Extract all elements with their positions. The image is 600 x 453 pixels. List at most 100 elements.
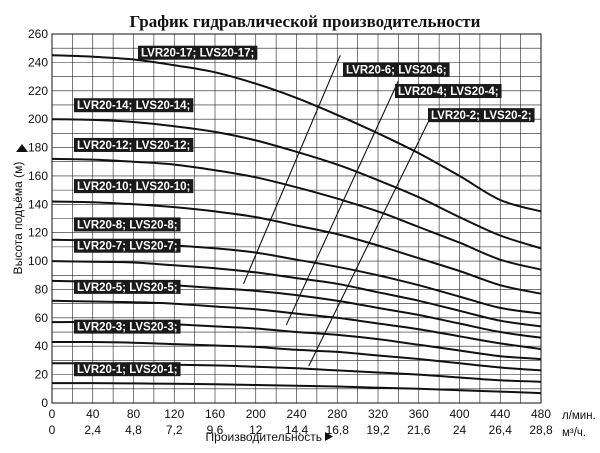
- x2-tick-label: 26,4: [489, 423, 513, 437]
- y-tick-label: 260: [28, 27, 48, 41]
- series-curve: [51, 299, 542, 351]
- series-label-bg: [74, 98, 194, 113]
- x2-tick-label: 14,4: [285, 423, 309, 437]
- x2-axis-unit: м³/ч.: [562, 427, 586, 439]
- series-label-text: LVR20-12; LVS20-12;: [77, 140, 190, 152]
- series-curve: [51, 260, 542, 328]
- y-tick-label: 100: [28, 254, 48, 268]
- y-tick-label: 220: [28, 84, 48, 98]
- series-label: LVR20-1; LVS20-1;: [74, 362, 181, 377]
- y-tick-label: 160: [28, 169, 48, 183]
- series-label-text: LVR20-5; LVS20-5;: [77, 282, 178, 294]
- series-label: LVR20-5; LVS20-5;: [74, 279, 181, 294]
- series-label-text: LVR20-1; LVS20-1;: [77, 364, 178, 376]
- x2-tick-label: 21,6: [407, 423, 431, 437]
- plot-frame: [51, 33, 542, 404]
- x-tick-label: 360: [409, 407, 429, 421]
- x2-tick-label: 0: [49, 423, 56, 437]
- series-label-text: LVR20-14; LVS20-14;: [77, 100, 190, 112]
- x2-tick-label: 2,4: [84, 423, 101, 437]
- series-label-bg: [74, 238, 181, 253]
- x-tick-label: 480: [531, 407, 551, 421]
- x2-tick-label: 4,8: [125, 423, 142, 437]
- series-label-bg: [343, 62, 450, 77]
- y-tick-label: 80: [35, 282, 49, 296]
- series-label-bg: [395, 84, 502, 99]
- series-label-bg: [74, 279, 181, 294]
- y-tick-label: 200: [28, 112, 48, 126]
- x-tick-label: 440: [490, 407, 510, 421]
- x2-tick-label: 28,8: [529, 423, 553, 437]
- x-tick-label: 40: [86, 407, 100, 421]
- series-curve: [51, 382, 542, 395]
- series-label: LVR20-12; LVS20-12;: [74, 137, 194, 152]
- chart-title: График гидравлической производительности: [130, 12, 481, 31]
- x-tick-label: 200: [246, 407, 266, 421]
- x2-tick-label: 24: [453, 423, 467, 437]
- series-curve: [51, 340, 542, 372]
- x-tick-label: 160: [205, 407, 225, 421]
- series-label-text: LVR20-2; LVS20-2;: [431, 110, 532, 122]
- guide-lines: [243, 55, 432, 367]
- series-label-text: LVR20-6; LVS20-6;: [346, 65, 447, 77]
- series-label-bg: [74, 179, 194, 194]
- series-guide-line: [285, 80, 399, 326]
- series-label: LVR20-17; LVS20-17;: [138, 45, 258, 60]
- y-tick-label: 40: [35, 339, 49, 353]
- x-axis-label: Производительность: [206, 430, 322, 444]
- series-label-bg: [74, 137, 194, 152]
- series-labels: LVR20-17; LVS20-17; LVR20-14; LVS20-14; LV…: [74, 45, 535, 377]
- series-label: LVR20-8; LVS20-8;: [74, 217, 181, 232]
- series-label-text: LVR20-4; LVS20-4;: [398, 86, 499, 98]
- series-guide-line: [243, 55, 341, 284]
- y-axis-label: Высота подъёма (м): [11, 162, 25, 275]
- y-tick-label: 0: [41, 396, 48, 410]
- y-tick-label: 20: [35, 368, 49, 382]
- x2-tick-label: 7,2: [166, 423, 183, 437]
- series-label-bg: [428, 108, 535, 123]
- series-label-text: LVR20-3; LVS20-3;: [77, 322, 178, 334]
- x-axis-unit: л/мин.: [562, 410, 596, 422]
- series-guide-line: [308, 116, 432, 367]
- x2-tick-label: 9,6: [207, 423, 224, 437]
- series-curve: [51, 118, 542, 250]
- series-label-text: LVR20-8; LVS20-8;: [77, 219, 178, 231]
- x2-tick-label: 16,8: [326, 423, 350, 437]
- x-tick-label: 320: [368, 407, 388, 421]
- x-tick-label: 80: [127, 407, 141, 421]
- series-label-bg: [138, 45, 258, 60]
- x-tick-label: 400: [449, 407, 469, 421]
- series-label: LVR20-10; LVS20-10;: [74, 179, 194, 194]
- y-tick-label: 140: [28, 197, 48, 211]
- x2-tick-label: 19,2: [366, 423, 390, 437]
- x-tick-label: 120: [164, 407, 184, 421]
- x-axis-arrow-icon: [325, 432, 333, 441]
- y-tick-label: 240: [28, 55, 48, 69]
- series-curve: [51, 157, 542, 271]
- y-tick-label: 180: [28, 141, 48, 155]
- series-label: LVR20-4; LVS20-4;: [395, 84, 502, 99]
- y-tick-label: 120: [28, 226, 48, 240]
- series-label-text: LVR20-10; LVS20-10;: [77, 181, 190, 193]
- series-curve: [51, 200, 542, 295]
- series-label: LVR20-14; LVS20-14;: [74, 98, 194, 113]
- y-tick-label: 60: [35, 311, 49, 325]
- series-label: LVR20-3; LVS20-3;: [74, 319, 181, 334]
- series-label-bg: [74, 362, 181, 377]
- tick-labels: 0204060801001201401601802002202402600040…: [28, 27, 553, 437]
- y-axis-arrow-icon: [16, 144, 28, 152]
- series-label-text: LVR20-7; LVS20-7;: [77, 241, 178, 253]
- series-label-bg: [74, 217, 181, 232]
- series-label: LVR20-7; LVS20-7;: [74, 238, 181, 253]
- x-tick-label: 280: [327, 407, 347, 421]
- x2-tick-label: 12: [249, 423, 263, 437]
- grid: [51, 33, 542, 404]
- x-tick-label: 0: [49, 407, 56, 421]
- series-label: LVR20-2; LVS20-2;: [428, 108, 535, 123]
- series-label-text: LVR20-17; LVS20-17;: [141, 48, 254, 60]
- series-curve: [51, 54, 542, 213]
- series-label: LVR20-6; LVS20-6;: [343, 62, 450, 77]
- x-tick-label: 240: [286, 407, 306, 421]
- series-label-bg: [74, 319, 181, 334]
